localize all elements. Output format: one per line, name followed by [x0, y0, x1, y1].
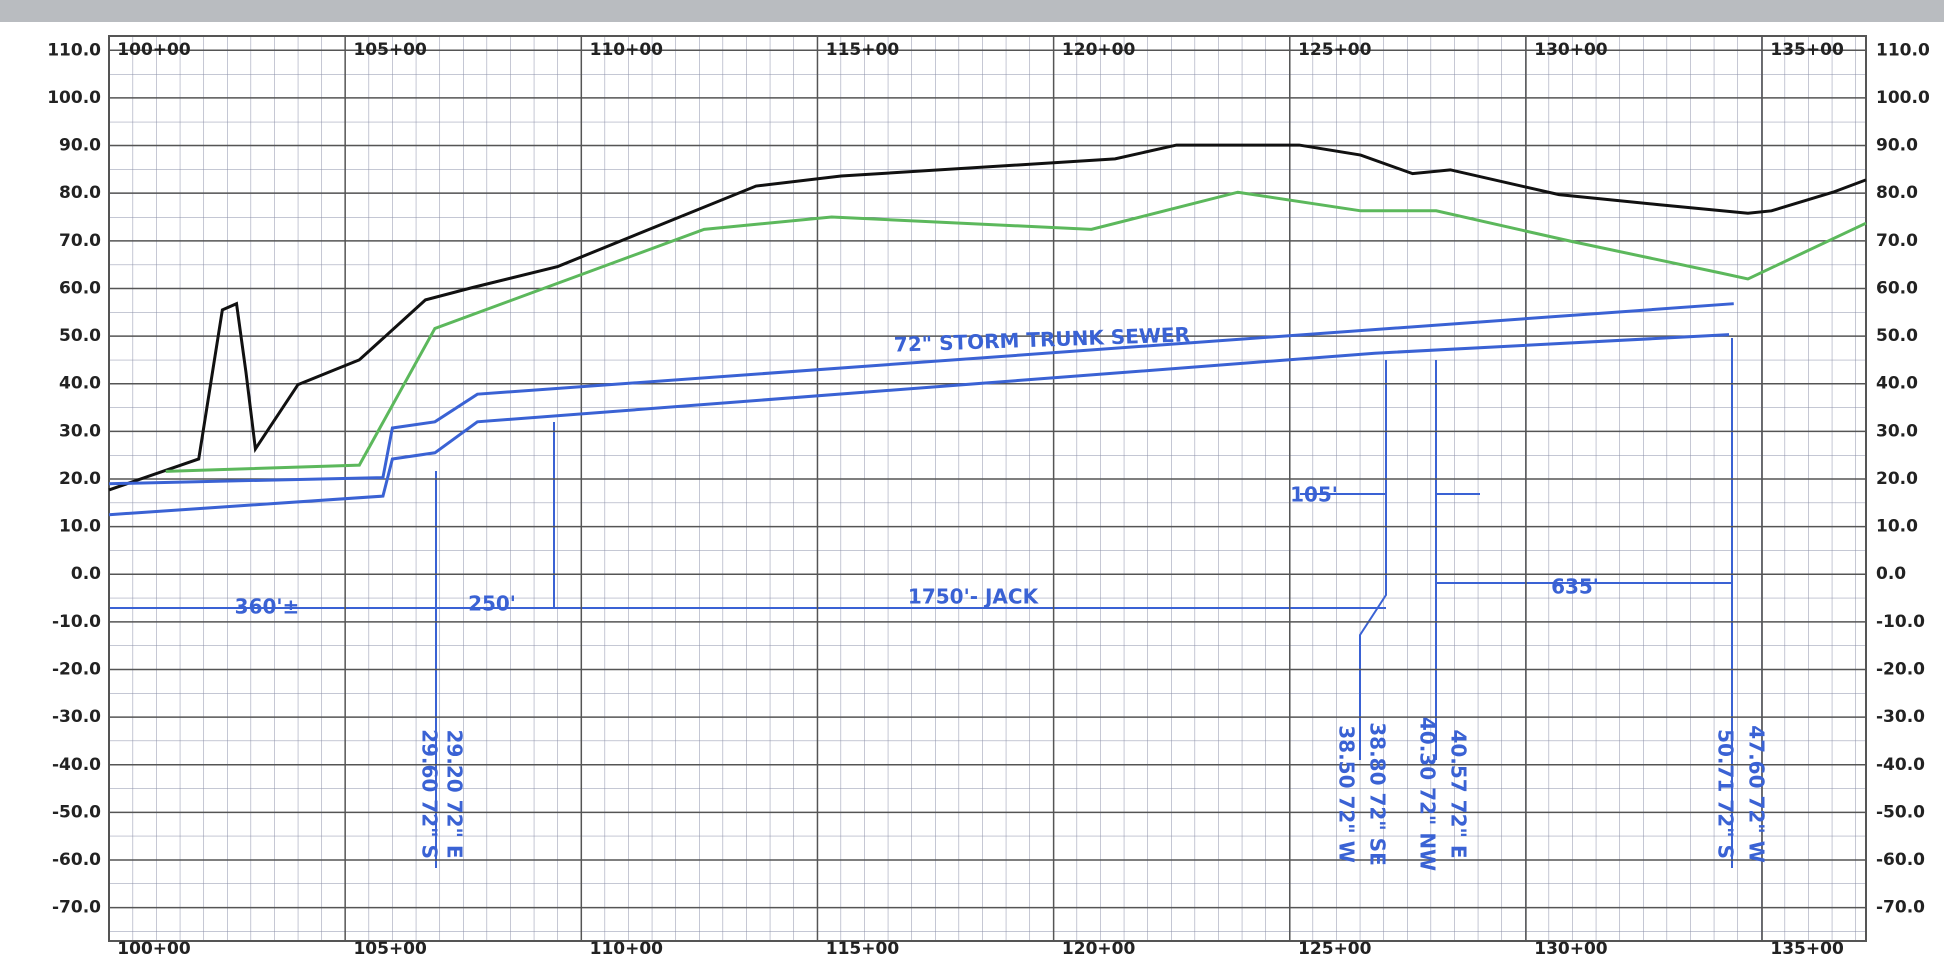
minor-grid [109, 36, 1866, 941]
y2-tick-label: -70.0 [1876, 898, 1925, 918]
x-tick-label: 120+00 [1062, 939, 1136, 959]
y2-tick-label: 0.0 [1876, 564, 1906, 584]
annotation: 40.30 72" NW [1416, 717, 1440, 871]
x-tick-label: 100+00 [117, 40, 191, 60]
annotation: 105' [1290, 483, 1338, 507]
y2-tick-label: -20.0 [1876, 660, 1925, 680]
y-tick-label: 50.0 [59, 326, 101, 346]
annotation: 40.57 72" E [1447, 729, 1471, 858]
profile-line [108, 302, 1734, 486]
annotation: 50.71 72" S [1714, 729, 1738, 859]
y-tick-label: 90.0 [59, 136, 101, 156]
y-tick-label: 10.0 [59, 517, 101, 537]
y-tick-label: 100.0 [47, 88, 101, 108]
y-tick-label: 30.0 [59, 421, 101, 441]
y-tick-label: -70.0 [52, 898, 101, 918]
y-tick-label: 80.0 [59, 183, 101, 203]
x-tick-label: 115+00 [826, 939, 900, 959]
annotation: 47.60 72" W [1745, 725, 1769, 863]
y2-tick-label: -10.0 [1876, 612, 1925, 632]
x-tick-label: 105+00 [353, 939, 427, 959]
x-tick-label: 110+00 [590, 40, 664, 60]
y2-tick-label: 50.0 [1876, 326, 1918, 346]
annotation: 38.80 72" SE [1366, 722, 1390, 866]
y-tick-label: 20.0 [59, 469, 101, 489]
y2-tick-label: -40.0 [1876, 755, 1925, 775]
x-tick-label: 125+00 [1298, 40, 1372, 60]
y-tick-label: -20.0 [52, 660, 101, 680]
annotation: 29.60 72" S [418, 729, 442, 859]
x-tick-label: 100+00 [117, 939, 191, 959]
x-tick-label: 135+00 [1770, 40, 1844, 60]
y2-tick-label: 20.0 [1876, 469, 1918, 489]
y2-tick-label: 30.0 [1876, 421, 1918, 441]
y2-tick-label: 80.0 [1876, 183, 1918, 203]
y2-tick-label: 60.0 [1876, 278, 1918, 298]
x-tick-label: 130+00 [1534, 40, 1608, 60]
annotation: 635' [1551, 575, 1599, 599]
annotation: 250' [468, 592, 516, 616]
y-tick-label: 40.0 [59, 374, 101, 394]
y-tick-label: -10.0 [52, 612, 101, 632]
y2-tick-label: 10.0 [1876, 517, 1918, 537]
y2-tick-label: -30.0 [1876, 707, 1925, 727]
annotation: 38.50 72" W [1335, 725, 1359, 863]
x-tick-label: 135+00 [1770, 939, 1844, 959]
y-tick-label: -40.0 [52, 755, 101, 775]
y-tick-label: -60.0 [52, 850, 101, 870]
x-tick-label: 105+00 [353, 40, 427, 60]
profile-line [108, 143, 1867, 492]
y-tick-label: 70.0 [59, 231, 101, 251]
profile-line [108, 333, 1730, 517]
y2-tick-label: -60.0 [1876, 850, 1925, 870]
y2-tick-label: -50.0 [1876, 802, 1925, 822]
x-tick-label: 120+00 [1062, 40, 1136, 60]
y-tick-label: 60.0 [59, 278, 101, 298]
scan-strip [0, 0, 1944, 22]
annotation: 1750'- JACK [908, 585, 1040, 609]
annotation: 29.20 72" E [443, 729, 467, 858]
x-tick-label: 125+00 [1298, 939, 1372, 959]
y2-tick-label: 110.0 [1876, 40, 1930, 60]
annotation: 360'± [235, 595, 300, 619]
y-tick-label: -50.0 [52, 802, 101, 822]
y2-tick-label: 40.0 [1876, 374, 1918, 394]
x-tick-label: 115+00 [826, 40, 900, 60]
y2-tick-label: 90.0 [1876, 136, 1918, 156]
y-tick-label: 110.0 [47, 40, 101, 60]
y-tick-label: -30.0 [52, 707, 101, 727]
x-tick-label: 110+00 [590, 939, 664, 959]
profile-line [165, 190, 1867, 473]
y-tick-label: 0.0 [71, 564, 101, 584]
y2-tick-label: 70.0 [1876, 231, 1918, 251]
y2-tick-label: 100.0 [1876, 88, 1930, 108]
x-tick-label: 130+00 [1534, 939, 1608, 959]
